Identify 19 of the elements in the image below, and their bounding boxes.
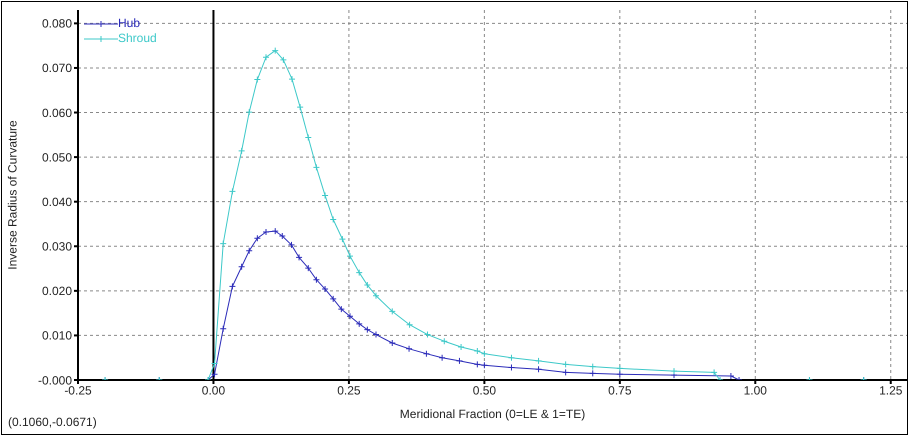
y-tick-label: 0.080 [42, 16, 72, 31]
y-axis-title: Inverse Radius of Curvature [5, 120, 20, 270]
x-tick-label: 0.50 [472, 384, 496, 398]
legend-label: Hub [118, 16, 140, 31]
y-tick-label: 0.030 [42, 240, 72, 254]
x-tick-label: 0.00 [202, 384, 226, 398]
legend-label: Shroud [118, 31, 157, 46]
y-tick-label: 0.040 [42, 194, 72, 209]
y-tick-label: 0.020 [42, 284, 72, 298]
x-axis-title: Meridional Fraction (0=LE & 1=TE) [400, 407, 586, 421]
y-tick-label: 0.010 [42, 328, 72, 343]
x-tick-label: 0.25 [337, 384, 361, 398]
x-tick-label: 1.00 [744, 384, 768, 398]
text: (0.1060,-0.0671) [8, 415, 97, 429]
y-tick-label: 0.060 [42, 106, 72, 120]
x-tick-label: 0.75 [608, 384, 632, 398]
x-tick-label: 1.25 [879, 384, 903, 398]
y-tick-label: 0.050 [42, 150, 72, 164]
y-tick-label: 0.070 [42, 61, 72, 76]
